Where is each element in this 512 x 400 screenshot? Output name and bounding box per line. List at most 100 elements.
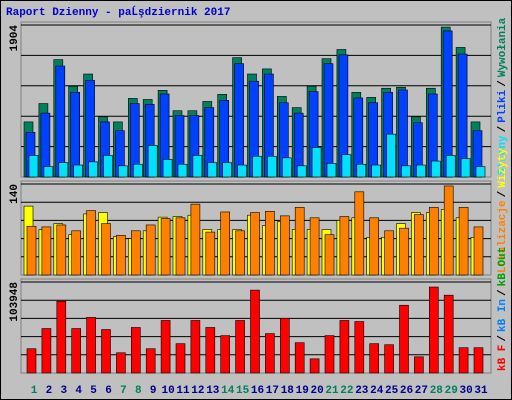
bar xyxy=(131,230,141,276)
bar xyxy=(294,207,305,276)
x-tick-label: 13 xyxy=(206,385,220,397)
legend: Strony / Pliki / Wywołania xyxy=(497,17,509,175)
bar xyxy=(354,191,365,276)
bar xyxy=(309,358,320,374)
x-tick-label: 6 xyxy=(105,385,112,397)
bar xyxy=(265,333,275,374)
legend-entry: Lokalizacje xyxy=(497,200,509,273)
bar xyxy=(442,30,453,178)
legend-separator: / xyxy=(497,190,509,197)
bar xyxy=(428,207,439,276)
x-tick-label: 10 xyxy=(161,385,174,397)
bar xyxy=(160,218,171,276)
bar xyxy=(324,335,335,374)
bar xyxy=(220,335,230,374)
bar xyxy=(175,343,186,374)
x-tick-label: 9 xyxy=(150,385,157,397)
bar xyxy=(145,224,156,276)
bar xyxy=(86,210,96,276)
bar xyxy=(101,223,111,276)
bar xyxy=(190,320,201,374)
y-tick-label: 1904 xyxy=(9,25,21,52)
bar xyxy=(369,217,380,276)
bar xyxy=(235,230,245,276)
x-tick-label: 24 xyxy=(370,385,384,397)
x-tick-label: 25 xyxy=(385,385,399,397)
bar xyxy=(416,164,426,178)
bar xyxy=(460,158,471,178)
bar xyxy=(265,211,275,276)
bar xyxy=(458,347,469,374)
bar xyxy=(473,226,484,276)
bar xyxy=(116,235,126,276)
bar xyxy=(234,63,244,178)
x-tick-label: 17 xyxy=(266,385,279,397)
bar xyxy=(398,89,408,178)
legend-entry: kB In xyxy=(497,299,509,332)
x-tick-label: 30 xyxy=(459,385,472,397)
x-tick-label: 8 xyxy=(135,385,142,397)
bar xyxy=(133,163,143,178)
x-tick-label: 23 xyxy=(355,385,369,397)
bar xyxy=(131,327,141,374)
x-tick-label: 16 xyxy=(251,385,264,397)
x-tick-label: 11 xyxy=(176,385,190,397)
bar xyxy=(252,155,262,178)
bar xyxy=(175,217,186,276)
bar xyxy=(294,342,305,374)
legend-separator: / xyxy=(497,80,509,87)
bar xyxy=(116,352,126,374)
bar xyxy=(475,166,486,178)
bar xyxy=(26,348,37,374)
bar xyxy=(323,63,334,178)
x-tick-label: 22 xyxy=(340,385,353,397)
y-tick-label: 103948 xyxy=(9,282,21,322)
legend: Lokalizacje / Wizyty xyxy=(497,148,509,273)
x-tick-label: 1 xyxy=(31,385,38,397)
bar xyxy=(324,234,335,276)
bar xyxy=(384,344,394,374)
bar xyxy=(384,230,394,276)
x-tick-label: 3 xyxy=(60,385,67,397)
bar xyxy=(177,163,188,178)
bar xyxy=(428,286,439,374)
bar xyxy=(118,165,128,178)
bar xyxy=(399,304,409,374)
bar xyxy=(386,133,396,178)
bar xyxy=(28,155,39,178)
bar xyxy=(56,224,67,276)
bar xyxy=(414,356,424,374)
bar xyxy=(147,145,158,178)
bar xyxy=(443,185,454,276)
x-tick-label: 2 xyxy=(46,385,53,397)
x-tick-label: 15 xyxy=(236,385,250,397)
x-tick-label: 20 xyxy=(310,385,323,397)
bar xyxy=(341,154,352,178)
bar xyxy=(71,230,81,276)
bar xyxy=(207,162,218,178)
bar xyxy=(41,226,52,276)
bar xyxy=(145,348,156,374)
bar xyxy=(88,161,98,178)
bar xyxy=(339,320,350,374)
bar xyxy=(339,216,350,276)
legend-entry: Wywołania xyxy=(497,17,509,77)
x-tick-label: 4 xyxy=(75,385,82,397)
legend-entry: Strony xyxy=(497,135,509,175)
x-tick-label: 29 xyxy=(445,385,458,397)
bar xyxy=(235,320,245,374)
bar xyxy=(162,159,173,178)
legend-entry: Pliki xyxy=(497,89,509,122)
x-tick-label: 14 xyxy=(221,385,235,397)
bar xyxy=(473,347,484,374)
bar xyxy=(458,207,469,276)
x-tick-label: 31 xyxy=(474,385,488,397)
bar xyxy=(414,214,424,276)
x-tick-label: 5 xyxy=(90,385,97,397)
bar xyxy=(71,328,81,374)
legend-entry: kB Out xyxy=(497,247,509,287)
bar xyxy=(222,162,232,178)
bar xyxy=(250,212,260,276)
